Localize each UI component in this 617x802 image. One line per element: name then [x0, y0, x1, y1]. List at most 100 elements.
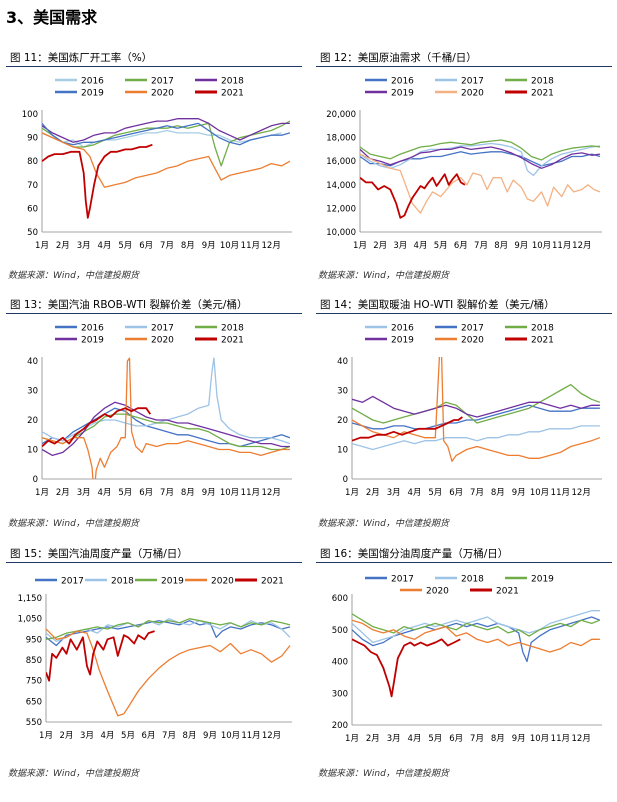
legend-label-2021: 2021 [221, 89, 244, 99]
legend-label-2018: 2018 [221, 324, 244, 334]
series-line-2017 [46, 620, 291, 647]
series-line-2020 [42, 357, 290, 479]
x-tick-label: 3月 [387, 488, 401, 498]
section-title: 3、美国需求 [6, 8, 98, 27]
x-tick-label: 7月 [160, 488, 174, 498]
x-tick-label: 5月 [121, 731, 135, 741]
chart-plot-16: 2017 2018 2019 2020 2021 200 300 400 500 600 1月 2月 3… [332, 575, 602, 744]
legend-label-2019: 2019 [391, 89, 414, 99]
series-line-2018 [352, 383, 601, 424]
x-tick-label: 5月 [118, 488, 132, 498]
series-line-2016 [42, 129, 282, 148]
y-tick-label: 40 [27, 357, 38, 367]
legend-label-2017: 2017 [151, 324, 174, 334]
x-tick-label: 1月 [39, 731, 53, 741]
x-tick-label: 4月 [98, 488, 112, 498]
x-tick-label: 3月 [80, 731, 94, 741]
series-line-2020 [352, 619, 600, 653]
x-tick-label: 6月 [449, 734, 463, 744]
chart-panel-16: 图 16：美国馏分油周度产量（万桶/日） 2017 2018 2019 2020 202… [316, 546, 612, 780]
chart-panel-13: 图 13：美国汽油 RBOB-WTI 裂解价差（美元/桶） 2016 2017 20… [6, 297, 302, 532]
x-tick-label: 7月 [162, 731, 176, 741]
x-tick-label: 10月 [220, 488, 239, 498]
y-tick-label: 16,000 [326, 157, 356, 167]
legend-label-2016: 2016 [81, 324, 104, 334]
x-tick-label: 8月 [494, 241, 508, 251]
chart-plot-13: 2016 2017 2018 2019 2020 2021 0 10 20 30 40 1月 2月 3月 4… [27, 324, 292, 498]
x-tick-label: 2月 [373, 241, 387, 251]
series-line-2021 [42, 143, 153, 219]
series-line-2021 [42, 407, 152, 448]
x-tick-label: 2月 [366, 488, 380, 498]
x-tick-label: 4月 [408, 488, 422, 498]
x-tick-label: 10月 [220, 241, 239, 251]
series-line-2019 [352, 613, 601, 637]
y-tick-label: 0 [33, 475, 38, 485]
y-tick-label: 40 [337, 357, 348, 367]
x-tick-label: 7月 [160, 241, 174, 251]
legend-label-2020: 2020 [426, 587, 449, 597]
series-line-2020 [42, 132, 291, 188]
series-line-2021 [46, 630, 155, 682]
x-tick-label: 10月 [530, 734, 549, 744]
y-tick-label: 500 [332, 626, 348, 636]
y-tick-label: 30 [27, 387, 38, 397]
series-line-2020 [46, 628, 291, 717]
chart-plot-11: 2016 2017 2018 2019 2020 2021 50 60 70 80 90 100 1月 2… [22, 77, 292, 251]
series-line-2019 [42, 122, 291, 146]
series-line-2017 [360, 142, 601, 177]
series-line-2017 [42, 357, 291, 445]
series-line-2020 [360, 153, 601, 214]
legend-label-2021: 2021 [531, 336, 554, 346]
y-tick-label: 10,000 [326, 228, 356, 238]
x-tick-label: 8月 [181, 241, 195, 251]
series-line-2018 [360, 139, 601, 161]
x-tick-label: 5月 [118, 241, 132, 251]
x-tick-label: 11月 [551, 734, 570, 744]
x-tick-label: 11月 [241, 241, 260, 251]
x-tick-label: 1月 [35, 241, 49, 251]
chart-panel-12: 图 12：美国原油需求（千桶/日） 2016 2017 2018 2019 2020 20… [316, 50, 612, 281]
x-tick-label: 2月 [56, 488, 70, 498]
x-tick-label: 4月 [414, 241, 428, 251]
source-note-15: 数据来源：Wind，中信建投期货 [8, 769, 139, 779]
legend-label-2020: 2020 [461, 89, 484, 99]
legend-label-2021: 2021 [531, 89, 554, 99]
x-tick-label: 6月 [139, 241, 153, 251]
legend-label-2019: 2019 [391, 336, 414, 346]
y-tick-label: 10 [337, 446, 348, 456]
legend-label-2021: 2021 [496, 587, 519, 597]
y-tick-label: 70 [27, 181, 38, 191]
y-tick-label: 850 [26, 656, 42, 666]
series-line-2019 [42, 401, 290, 457]
x-tick-label: 4月 [408, 734, 422, 744]
series-line-2016 [42, 407, 291, 448]
x-tick-label: 5月 [428, 734, 442, 744]
legend-label-2018: 2018 [111, 577, 134, 587]
legend-label-2016: 2016 [81, 77, 104, 87]
series-line-2017 [352, 404, 600, 430]
x-tick-label: 8月 [491, 734, 505, 744]
x-tick-label: 1月 [345, 488, 359, 498]
series-line-2018 [352, 610, 600, 644]
x-tick-label: 9月 [512, 734, 526, 744]
x-tick-label: 11月 [241, 731, 260, 741]
x-tick-label: 9月 [514, 241, 528, 251]
legend-label-2020: 2020 [151, 336, 174, 346]
x-tick-label: 4月 [101, 731, 115, 741]
x-tick-label: 8月 [491, 488, 505, 498]
x-tick-label: 8月 [183, 731, 197, 741]
x-tick-label: 3月 [393, 241, 407, 251]
y-tick-label: 30 [337, 387, 348, 397]
x-tick-label: 6月 [139, 488, 153, 498]
series-line-2018 [42, 118, 290, 143]
y-tick-label: 300 [332, 689, 348, 699]
series-line-2019 [46, 618, 291, 640]
x-tick-label: 5月 [434, 241, 448, 251]
legend-label-2019: 2019 [161, 577, 184, 587]
legend-label-2020: 2020 [151, 89, 174, 99]
chart-title-15: 图 15：美国汽油周度产量（万桶/日） [10, 548, 188, 560]
x-tick-label: 7月 [470, 488, 484, 498]
legend-label-2018: 2018 [221, 77, 244, 87]
y-tick-label: 650 [26, 697, 42, 707]
